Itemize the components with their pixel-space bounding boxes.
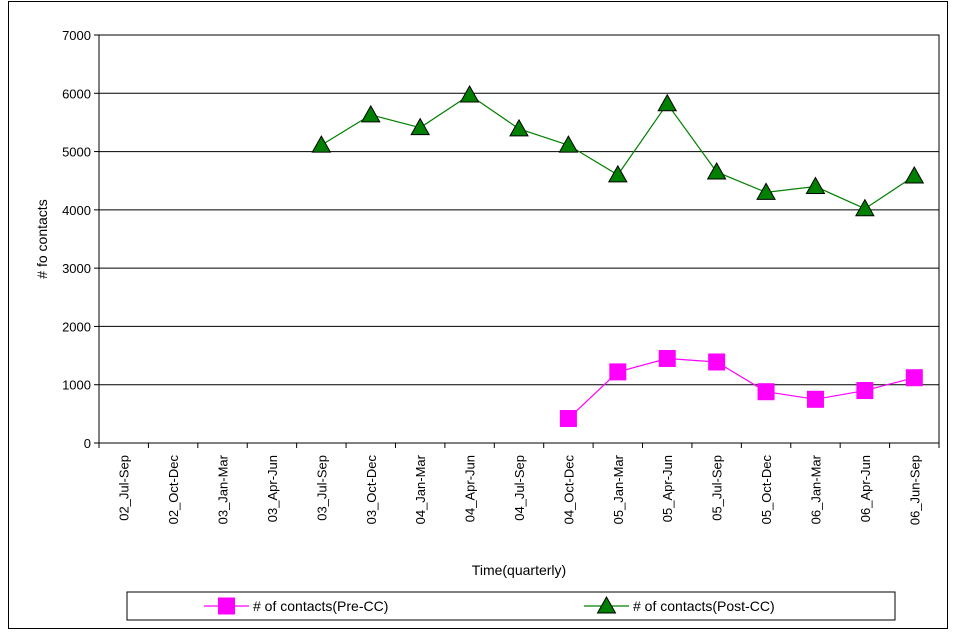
- x-tick-label: 04_Apr-Jun: [463, 455, 478, 522]
- y-axis-ticks: 0 1000 2000 3000 4000 5000 6000 7000: [62, 28, 99, 451]
- data-point-post-cc: [657, 93, 678, 112]
- y-tick-label: 5000: [62, 145, 91, 160]
- chart-frame: 0 1000 2000 3000 4000 5000 6000 7000 02_Jul-Sep…: [8, 1, 948, 629]
- legend-marker-post-cc: [596, 595, 617, 614]
- y-tick-label: 4000: [62, 203, 91, 218]
- data-point-pre-cc: [806, 390, 824, 408]
- data-point-post-cc: [459, 85, 480, 103]
- legend-marker-shape: [218, 597, 235, 615]
- x-tick-label: 03_Jul-Sep: [314, 455, 329, 521]
- legend: # of contacts(Pre-CC) # of contacts(Post…: [126, 591, 896, 621]
- x-tick-label: 05_Jan-Mar: [611, 454, 626, 524]
- legend-marker-shape: [596, 595, 617, 614]
- data-point-post-cc: [756, 182, 776, 200]
- x-tick-label: 06_Jan-Mar: [808, 454, 823, 524]
- x-tick-label: 02_Oct-Dec: [166, 455, 181, 525]
- y-tick-label: 6000: [62, 86, 91, 101]
- data-point-post-cc: [607, 164, 628, 183]
- x-tick-label: 05_Apr-Jun: [660, 455, 675, 522]
- series-pre-cc: [559, 349, 923, 428]
- x-tick-label: 04_Oct-Dec: [561, 455, 576, 525]
- data-point-pre-cc: [559, 410, 577, 428]
- y-axis-title: # fo contacts: [34, 199, 50, 278]
- x-tick-label: 02_Jul-Sep: [117, 455, 132, 521]
- data-point-pre-cc: [658, 349, 676, 367]
- line-chart: 0 1000 2000 3000 4000 5000 6000 7000 02_Jul-Sep…: [34, 28, 940, 621]
- data-point-pre-cc: [856, 382, 874, 400]
- data-point-pre-cc: [757, 383, 775, 401]
- data-point-post-cc: [805, 176, 826, 195]
- data-point-pre-cc: [708, 353, 726, 371]
- data-point-post-cc: [855, 198, 875, 217]
- plot-area: [98, 34, 940, 444]
- y-tick-label: 3000: [62, 261, 91, 276]
- x-tick-label: 06_Apr-Jun: [858, 455, 873, 522]
- series-layer: [311, 85, 925, 428]
- legend-marker-pre-cc: [218, 597, 235, 615]
- data-point-pre-cc: [609, 363, 627, 381]
- data-point-post-cc: [706, 161, 727, 180]
- x-tick-label: 04_Jan-Mar: [413, 454, 428, 524]
- x-tick-label: 03_Jan-Mar: [216, 454, 231, 524]
- series-post-cc: [311, 85, 925, 217]
- y-tick-label: 0: [84, 436, 91, 451]
- data-point-post-cc: [311, 135, 332, 153]
- data-point-post-cc: [360, 104, 381, 123]
- y-tick-label: 1000: [62, 378, 91, 393]
- x-tick-label: 05_Jul-Sep: [710, 455, 725, 521]
- x-tick-label: 06_Jun-Sep: [907, 455, 922, 525]
- y-tick-label: 7000: [62, 28, 91, 43]
- data-point-post-cc: [509, 118, 529, 137]
- x-axis-ticks: 02_Jul-Sep 02_Oct-Dec 03_Jan-Mar 03_Apr-Jun…: [98, 443, 940, 525]
- x-tick-label: 04_Jul-Sep: [512, 455, 527, 521]
- x-tick-label: 03_Apr-Jun: [265, 455, 280, 522]
- data-point-post-cc: [410, 117, 431, 136]
- data-point-post-cc: [558, 135, 579, 153]
- gridlines: [99, 92, 939, 386]
- x-tick-label: 03_Oct-Dec: [364, 455, 379, 525]
- x-tick-label: 05_Oct-Dec: [759, 455, 774, 525]
- legend-label-post-cc: # of contacts(Post-CC): [633, 598, 775, 614]
- legend-box: [126, 591, 896, 621]
- data-point-pre-cc: [905, 369, 923, 387]
- y-tick-label: 2000: [62, 319, 91, 334]
- legend-label-pre-cc: # of contacts(Pre-CC): [253, 598, 388, 614]
- x-axis-title: Time(quarterly): [472, 562, 566, 578]
- data-point-post-cc: [904, 166, 925, 184]
